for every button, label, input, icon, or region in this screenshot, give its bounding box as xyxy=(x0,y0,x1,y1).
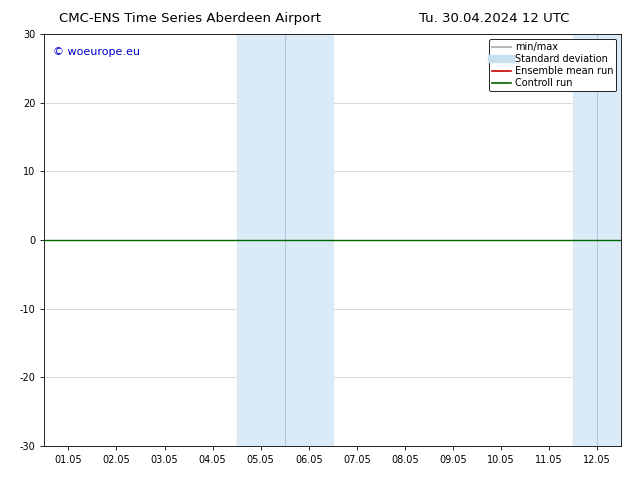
Bar xyxy=(236,34,333,446)
Text: Tu. 30.04.2024 12 UTC: Tu. 30.04.2024 12 UTC xyxy=(419,12,570,25)
Text: © woeurope.eu: © woeurope.eu xyxy=(53,47,140,57)
Legend: min/max, Standard deviation, Ensemble mean run, Controll run: min/max, Standard deviation, Ensemble me… xyxy=(489,39,616,91)
Bar xyxy=(573,34,634,446)
Text: CMC-ENS Time Series Aberdeen Airport: CMC-ENS Time Series Aberdeen Airport xyxy=(59,12,321,25)
